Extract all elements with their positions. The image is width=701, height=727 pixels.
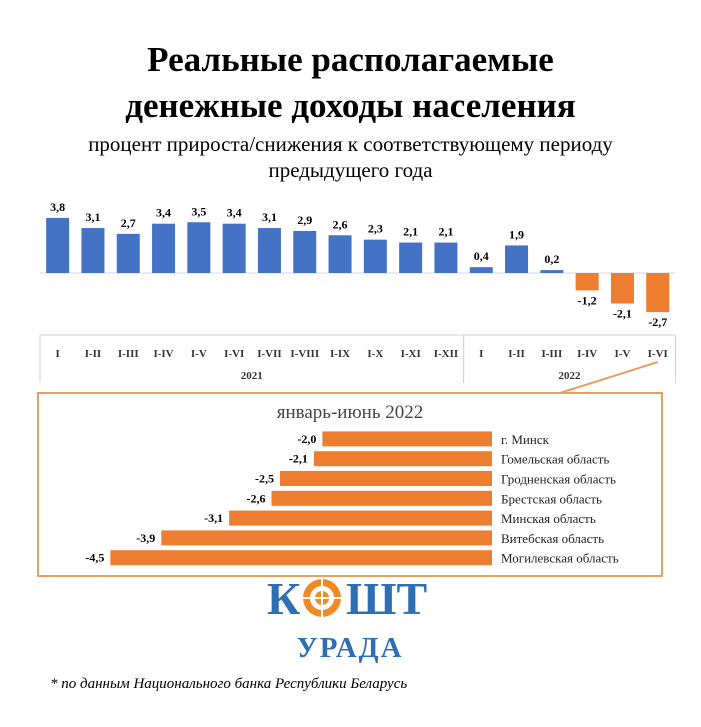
- data-label: 2,1: [403, 225, 418, 239]
- chart-title-line2: денежные доходы населения: [125, 86, 576, 125]
- data-label: -1,2: [578, 293, 597, 307]
- monthly-bar-chart: 3,8I3,1I-II2,7I-III3,4I-IV3,5I-V3,4I-VI3…: [39, 200, 676, 383]
- x-tick-label: I-XII: [434, 348, 458, 360]
- region-bar: [280, 471, 492, 486]
- region-category-label: Брестская область: [501, 491, 602, 506]
- region-bar: [229, 510, 492, 526]
- chart-subtitle-line2: предыдущего года: [268, 158, 433, 182]
- region-category-label: г. Минск: [501, 432, 550, 447]
- x-tick-label: I: [56, 348, 60, 360]
- bar: [187, 222, 211, 273]
- kosht-urada-logo: К ШТ УРАДА: [267, 573, 427, 664]
- bar: [363, 239, 387, 273]
- x-tick-label: I-IV: [577, 348, 597, 360]
- chart-subtitle-line1: процент прироста/снижения к соответствую…: [88, 132, 613, 156]
- data-label: 2,7: [121, 216, 136, 230]
- x-tick-label: I-II: [85, 348, 102, 360]
- data-label: 3,4: [227, 206, 242, 220]
- data-label: 0,2: [544, 252, 559, 266]
- region-value-label: -3,1: [204, 511, 223, 525]
- region-value-label: -2,6: [247, 491, 266, 505]
- data-label: -2,1: [613, 306, 632, 320]
- bar: [434, 242, 458, 273]
- region-bar: [161, 530, 492, 546]
- bar: [399, 242, 423, 273]
- region-bar: [313, 451, 492, 467]
- data-label: 2,3: [368, 222, 383, 236]
- x-tick-label: I: [479, 348, 483, 360]
- x-tick-label: I-V: [191, 348, 207, 360]
- x-tick-label: I-IV: [153, 348, 173, 360]
- bar: [81, 228, 105, 273]
- bar: [116, 233, 140, 273]
- x-tick-label: I-II: [508, 348, 525, 360]
- year-label: 2022: [559, 370, 582, 382]
- data-label: 3,5: [191, 204, 206, 218]
- regional-callout-box: январь-июнь 2022: [37, 392, 663, 577]
- x-tick-label: I-VI: [224, 348, 244, 360]
- bar: [46, 217, 70, 273]
- region-value-label: -2,1: [289, 452, 308, 466]
- x-tick-label: I-X: [367, 348, 383, 360]
- region-category-label: Могилевская область: [501, 551, 619, 566]
- region-bar: [322, 431, 492, 447]
- region-bar: [271, 490, 492, 506]
- logo-line2: УРАДА: [296, 632, 403, 664]
- bar: [469, 267, 493, 273]
- region-value-label: -4,5: [85, 551, 104, 565]
- region-category-label: Гомельская область: [501, 452, 609, 467]
- data-label: 1,9: [509, 227, 524, 241]
- year-label: 2021: [241, 370, 263, 382]
- data-label: 3,4: [156, 206, 171, 220]
- source-footnote: * по данным Национального банка Республи…: [50, 676, 408, 692]
- data-label: 3,1: [85, 210, 100, 224]
- x-tick-label: I-VII: [257, 348, 281, 360]
- bar: [152, 223, 176, 273]
- data-label: 0,4: [474, 249, 489, 263]
- callout-box-border: [37, 392, 663, 577]
- x-tick-label: I-VI: [648, 348, 668, 360]
- regional-bar-chart: -2,0 г. Минск -2,1 Гомельская область -2,5 Гр…: [85, 431, 619, 566]
- x-tick-label: I-V: [615, 348, 631, 360]
- chart-title-line1: Реальные располагаемые: [147, 40, 554, 79]
- data-label: 2,9: [297, 213, 312, 227]
- x-tick-label: I-IX: [330, 348, 350, 360]
- x-tick-label: I-XI: [401, 348, 421, 360]
- logo-letter-k: К: [267, 573, 300, 624]
- bar: [222, 223, 246, 273]
- bar: [293, 230, 317, 273]
- bar: [575, 273, 599, 291]
- region-value-label: -2,5: [255, 472, 274, 486]
- region-category-label: Витебская область: [501, 531, 604, 546]
- bar: [505, 245, 529, 273]
- region-category-label: Минская область: [501, 511, 596, 526]
- data-label: -2,7: [648, 315, 667, 329]
- region-value-label: -3,9: [136, 531, 155, 545]
- logo-letters-sht: ШТ: [346, 573, 427, 624]
- callout-title: январь-июнь 2022: [277, 402, 424, 423]
- bar: [257, 228, 281, 273]
- bar: [540, 270, 564, 273]
- region-bar: [110, 550, 493, 566]
- data-label: 3,8: [50, 200, 65, 214]
- bar: [610, 273, 634, 304]
- region-category-label: Гродненская область: [501, 472, 616, 487]
- bar: [328, 235, 352, 273]
- data-label: 2,1: [438, 225, 453, 239]
- x-tick-label: I-III: [118, 348, 139, 360]
- x-tick-label: I-III: [541, 348, 562, 360]
- bar: [646, 273, 670, 313]
- data-label: 2,6: [333, 217, 348, 231]
- x-tick-label: I-VIII: [290, 348, 319, 360]
- region-value-label: -2,0: [297, 432, 316, 446]
- logo-coin-icon: [303, 579, 341, 617]
- data-label: 3,1: [262, 210, 277, 224]
